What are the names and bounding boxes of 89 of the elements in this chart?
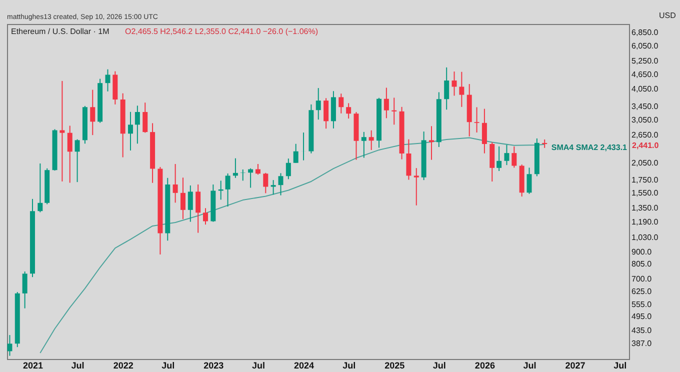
candlestick: [286, 158, 291, 180]
y-tick-label: 4,650.0: [632, 70, 659, 79]
candlestick: [128, 111, 134, 151]
candlestick: [330, 90, 336, 129]
candlestick: [452, 71, 457, 96]
candlestick: [142, 102, 148, 134]
candlestick: [392, 97, 397, 126]
x-tick-label: 2026: [474, 360, 495, 370]
y-tick-label: 805.0: [632, 260, 652, 269]
y-tick-label: 625.0: [632, 287, 652, 296]
candlestick: [512, 146, 517, 168]
y-tick-label: 555.0: [632, 300, 652, 309]
candlestick: [459, 71, 464, 108]
y-tick-label: 1,350.0: [632, 204, 659, 213]
annotation: SMA4 SMA2 2,433.1: [551, 143, 628, 152]
x-tick-label: 2024: [294, 360, 314, 370]
text: 2,441.0: [632, 141, 660, 150]
candlestick: [496, 146, 502, 172]
x-tick-label: Jul: [342, 360, 356, 370]
candlestick: [482, 108, 487, 154]
candlestick: [60, 80, 65, 182]
x-tick-label: 2022: [113, 360, 134, 370]
candlestick: [255, 163, 260, 176]
x-tick-label: 2027: [565, 360, 586, 370]
candlestick: [67, 125, 72, 184]
candlestick: [384, 87, 389, 119]
x-tick-label: Jul: [432, 360, 446, 370]
candlestick: [278, 172, 284, 196]
candlestick: [263, 172, 268, 194]
x-tick-label: Jul: [523, 360, 536, 370]
candlestick: [74, 138, 80, 183]
candlestick: [188, 184, 193, 222]
candlestick: [324, 98, 329, 130]
candlestick: [203, 208, 208, 226]
candlestick: [38, 162, 43, 213]
text: USD: [659, 11, 676, 20]
x-tick-label: Jul: [71, 360, 84, 370]
y-tick-label: 1,550.0: [632, 188, 659, 198]
candlestick: [240, 168, 246, 182]
y-tick-label: 2,050.0: [632, 158, 659, 168]
y-tick-label: 700.0: [632, 274, 652, 284]
candlestick: [172, 163, 178, 204]
y-tick-label: 1,190.0: [632, 217, 659, 226]
x-tick-label: Jul: [162, 360, 175, 370]
candlestick: [361, 131, 366, 158]
y-tick-label: 2,650.0: [632, 130, 659, 140]
y-tick-label: 6,050.0: [632, 41, 659, 50]
candlestick: [232, 158, 238, 178]
x-tick-label: Jul: [252, 360, 265, 370]
candlestick: [490, 142, 495, 182]
candlestick: [504, 144, 510, 166]
x-tick-label: 2025: [384, 360, 405, 370]
y-tick-label: 1,750.0: [632, 176, 659, 185]
candlestick: [526, 167, 532, 194]
chart-subtitle: O2,465.5 H2,546.2 L2,355.0 C2,441.0 −26.0 (−1.06%): [125, 27, 318, 36]
candlestick: [444, 66, 450, 110]
candlestick: [7, 334, 12, 356]
y-tick-label: 435.0: [632, 326, 652, 336]
x-tick-label: 2023: [204, 360, 224, 370]
x-tick-label: Jul: [614, 360, 627, 370]
y-tick-label: 900.0: [632, 248, 652, 257]
candlestick: [270, 180, 276, 196]
candlestick: [346, 102, 352, 120]
y-tick-label: 5,250.0: [632, 56, 659, 66]
candlestick: [414, 168, 419, 206]
candlestick: [134, 105, 140, 144]
candlestick: [180, 177, 186, 220]
y-tick-label: 1,030.0: [632, 232, 659, 242]
y-tick-label: 3,450.0: [632, 102, 659, 112]
candlestick: [428, 126, 434, 160]
candlestick: [196, 184, 201, 234]
candlestick: [406, 138, 412, 180]
y-tick-label: 4,050.0: [632, 84, 659, 94]
candlestick: [248, 168, 254, 188]
candlestick: [90, 89, 96, 136]
y-tick-label: 3,050.0: [632, 115, 659, 124]
x-tick-label: 2021: [22, 360, 44, 370]
y-tick-label: 6,850.0: [632, 28, 659, 37]
candlestick: [338, 93, 344, 114]
candlestick: [293, 143, 298, 164]
candlestick: [316, 88, 321, 120]
candlestick: [22, 270, 28, 309]
y-tick-label: 495.0: [632, 312, 652, 322]
candlestick: [225, 172, 230, 208]
candlestick: [474, 106, 480, 133]
candlestick: [368, 130, 374, 151]
candlestick: [105, 68, 110, 92]
y-tick-label: 387.0: [632, 338, 652, 348]
chart-title: Ethereum / U.S. Dollar · 1M: [11, 27, 110, 36]
